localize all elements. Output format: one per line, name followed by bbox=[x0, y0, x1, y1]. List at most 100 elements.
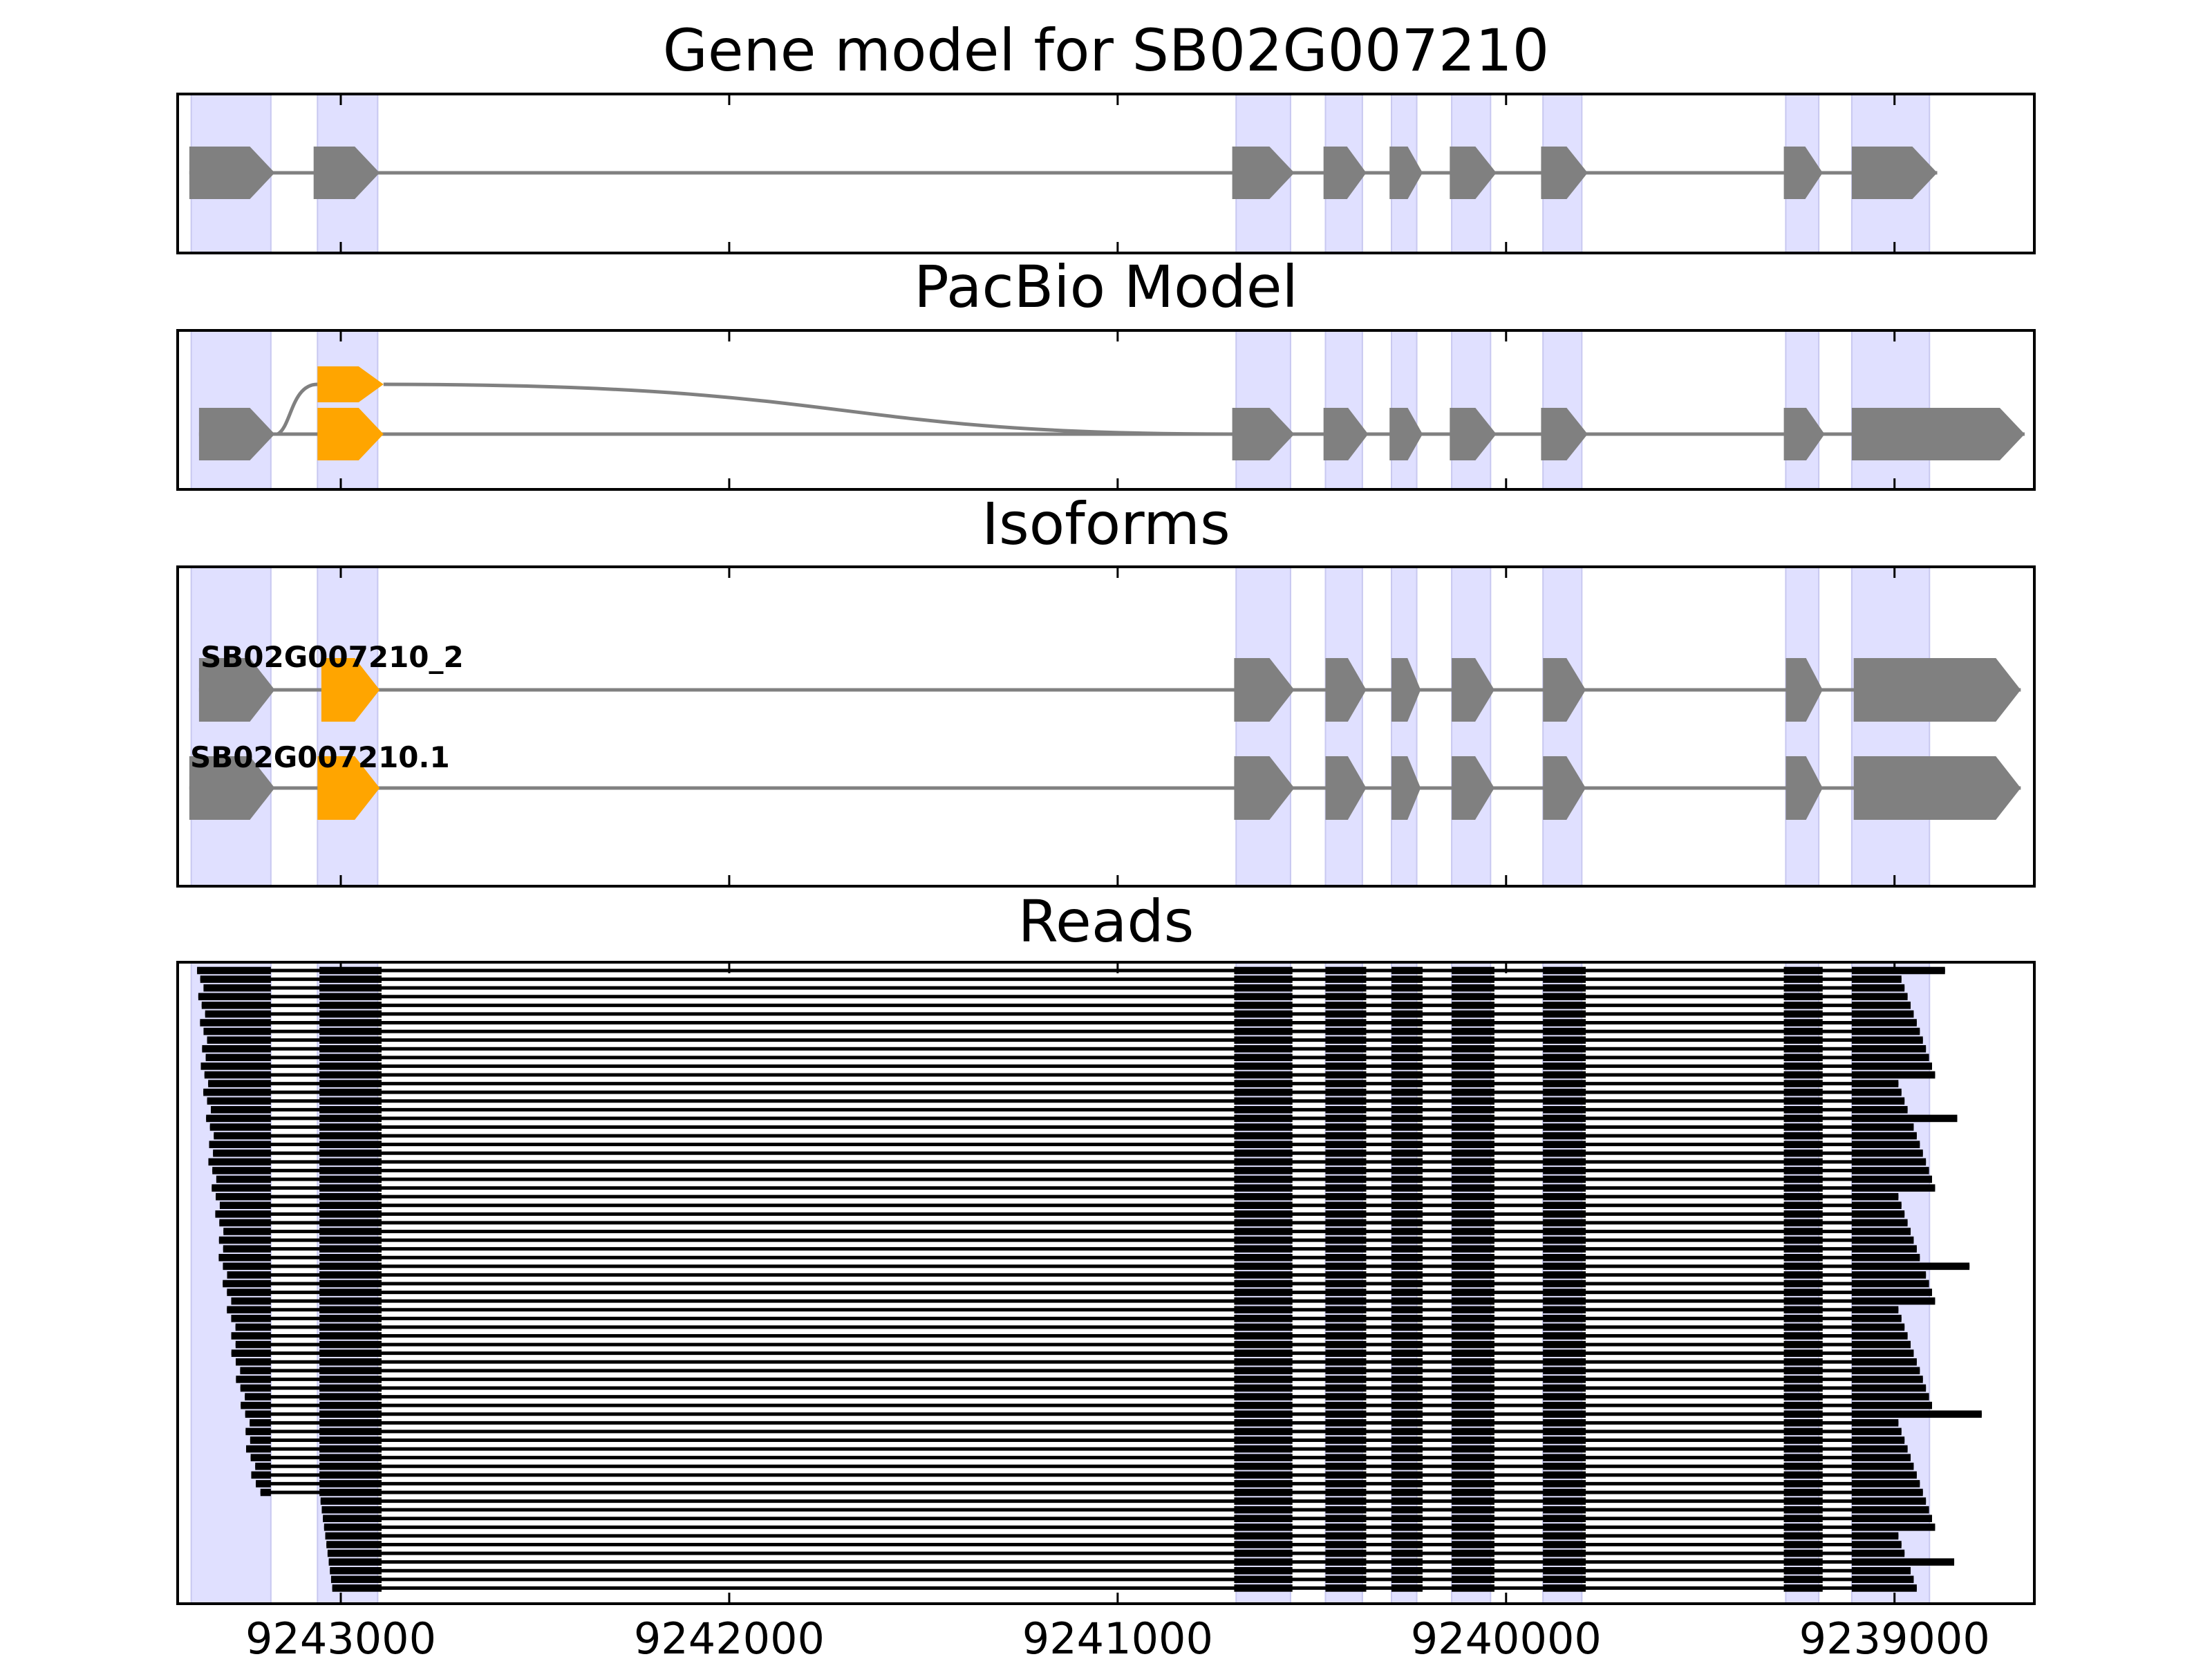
read-16 bbox=[211, 1106, 1908, 1114]
read-exon-2 bbox=[1234, 1192, 1293, 1201]
read-exon-5 bbox=[1452, 1080, 1494, 1087]
read-exon-5 bbox=[1452, 1480, 1494, 1488]
read-exon-0 bbox=[240, 1384, 271, 1392]
read-exon-1 bbox=[319, 1410, 382, 1418]
read-exon-3 bbox=[1325, 1010, 1367, 1018]
read-exon-8 bbox=[1851, 1427, 1902, 1436]
read-exon-6 bbox=[1543, 984, 1586, 992]
read-exon-4 bbox=[1391, 975, 1423, 983]
read-exon-0 bbox=[250, 1436, 271, 1444]
exon-6 bbox=[1543, 756, 1586, 820]
read-exon-8 bbox=[1851, 984, 1905, 992]
read-exon-7 bbox=[1783, 1393, 1823, 1400]
read-exon-2 bbox=[1234, 1114, 1293, 1123]
read-exon-7 bbox=[1783, 1228, 1823, 1235]
read-exon-2 bbox=[1234, 993, 1293, 1001]
read-48 bbox=[240, 1384, 1927, 1392]
read-exon-2 bbox=[1234, 1053, 1293, 1062]
read-exon-3 bbox=[1325, 1297, 1367, 1305]
read-exon-2 bbox=[1234, 1419, 1293, 1427]
read-exon-2 bbox=[1234, 1488, 1293, 1497]
read-exon-6 bbox=[1543, 1062, 1586, 1070]
read-exon-1 bbox=[319, 1315, 382, 1322]
read-exon-4 bbox=[1391, 1376, 1423, 1383]
read-exon-3 bbox=[1325, 1245, 1367, 1253]
read-exon-3 bbox=[1325, 1384, 1367, 1392]
read-exon-5 bbox=[1452, 1158, 1494, 1166]
panel-frame bbox=[176, 329, 2036, 491]
read-exon-4 bbox=[1391, 1445, 1423, 1453]
read-exon-3 bbox=[1325, 1175, 1367, 1183]
read-65 bbox=[325, 1532, 1899, 1540]
read-exon-5 bbox=[1452, 1288, 1494, 1296]
exon-1 bbox=[317, 756, 380, 820]
read-69 bbox=[330, 1566, 1911, 1575]
read-43 bbox=[235, 1340, 1911, 1349]
read-exon-0 bbox=[216, 1175, 271, 1183]
read-exon-0 bbox=[256, 1480, 271, 1488]
read-exon-1 bbox=[319, 1201, 382, 1210]
read-exon-7 bbox=[1783, 1253, 1823, 1262]
read-exon-7 bbox=[1783, 1367, 1823, 1375]
read-exon-7 bbox=[1783, 1062, 1823, 1070]
read-5 bbox=[205, 1010, 1914, 1018]
read-exon-5 bbox=[1452, 1262, 1494, 1271]
read-exon-3 bbox=[1325, 1228, 1367, 1235]
exon-7 bbox=[1783, 408, 1825, 460]
read-exon-6 bbox=[1543, 1436, 1586, 1444]
read-exon-2 bbox=[1234, 1019, 1293, 1027]
x-tick-label-2: 9241000 bbox=[1022, 1613, 1213, 1659]
read-exon-0 bbox=[201, 1002, 271, 1009]
read-exon-4 bbox=[1391, 1323, 1423, 1331]
read-exon-2 bbox=[1325, 1524, 1367, 1531]
read-exon-7 bbox=[1783, 1158, 1823, 1166]
read-exon-8 bbox=[1851, 1002, 1911, 1009]
read-exon-7 bbox=[1783, 1315, 1823, 1322]
read-exon-1 bbox=[319, 1044, 382, 1053]
read-exon-5 bbox=[1543, 1566, 1586, 1575]
read-exon-1 bbox=[1234, 1584, 1293, 1592]
read-exon-3 bbox=[1325, 1349, 1367, 1357]
read-exon-1 bbox=[319, 1088, 382, 1096]
read-exon-7 bbox=[1783, 1454, 1823, 1461]
read-exon-8 bbox=[1851, 1053, 1929, 1062]
read-exon-0 bbox=[223, 1228, 271, 1235]
read-exon-6 bbox=[1543, 1192, 1586, 1201]
read-1 bbox=[200, 975, 1902, 983]
read-exon-8 bbox=[1851, 1297, 1936, 1305]
read-exon-3 bbox=[1325, 1454, 1367, 1461]
read-exon-3 bbox=[1325, 1236, 1367, 1244]
read-exon-7 bbox=[1783, 1271, 1823, 1279]
read-exon-5 bbox=[1452, 1410, 1494, 1418]
read-22 bbox=[208, 1158, 1927, 1166]
read-exon-1 bbox=[1234, 1575, 1293, 1584]
read-exon-5 bbox=[1452, 1427, 1494, 1436]
read-exon-4 bbox=[1391, 1010, 1423, 1018]
read-exon-7 bbox=[1851, 1558, 1955, 1566]
read-exon-2 bbox=[1234, 1332, 1293, 1340]
read-exon-0 bbox=[198, 993, 271, 1001]
read-exon-1 bbox=[319, 1097, 382, 1105]
read-exon-7 bbox=[1783, 1044, 1823, 1053]
read-exon-3 bbox=[1325, 1445, 1367, 1453]
read-exon-4 bbox=[1391, 1167, 1423, 1174]
read-21 bbox=[213, 1149, 1923, 1157]
read-exon-3 bbox=[1325, 966, 1367, 975]
read-exon-6 bbox=[1543, 1123, 1586, 1131]
read-exon-4 bbox=[1391, 1210, 1423, 1218]
read-exon-2 bbox=[1234, 1376, 1293, 1383]
exon-highlight-7 bbox=[1785, 566, 1820, 887]
exon-3 bbox=[1325, 658, 1367, 722]
read-exon-0 bbox=[245, 1427, 271, 1436]
read-exon-2 bbox=[1325, 1558, 1367, 1566]
read-exon-3 bbox=[1325, 1019, 1367, 1027]
read-exon-8 bbox=[1851, 1149, 1923, 1157]
read-exon-2 bbox=[1234, 1027, 1293, 1035]
read-exon-1 bbox=[319, 1106, 382, 1114]
read-67 bbox=[327, 1549, 1905, 1557]
read-exon-4 bbox=[1391, 1097, 1423, 1105]
read-exon-1 bbox=[1234, 1497, 1293, 1505]
read-exon-8 bbox=[1851, 1384, 1927, 1392]
read-exon-6 bbox=[1543, 966, 1586, 975]
read-27 bbox=[219, 1201, 1902, 1210]
